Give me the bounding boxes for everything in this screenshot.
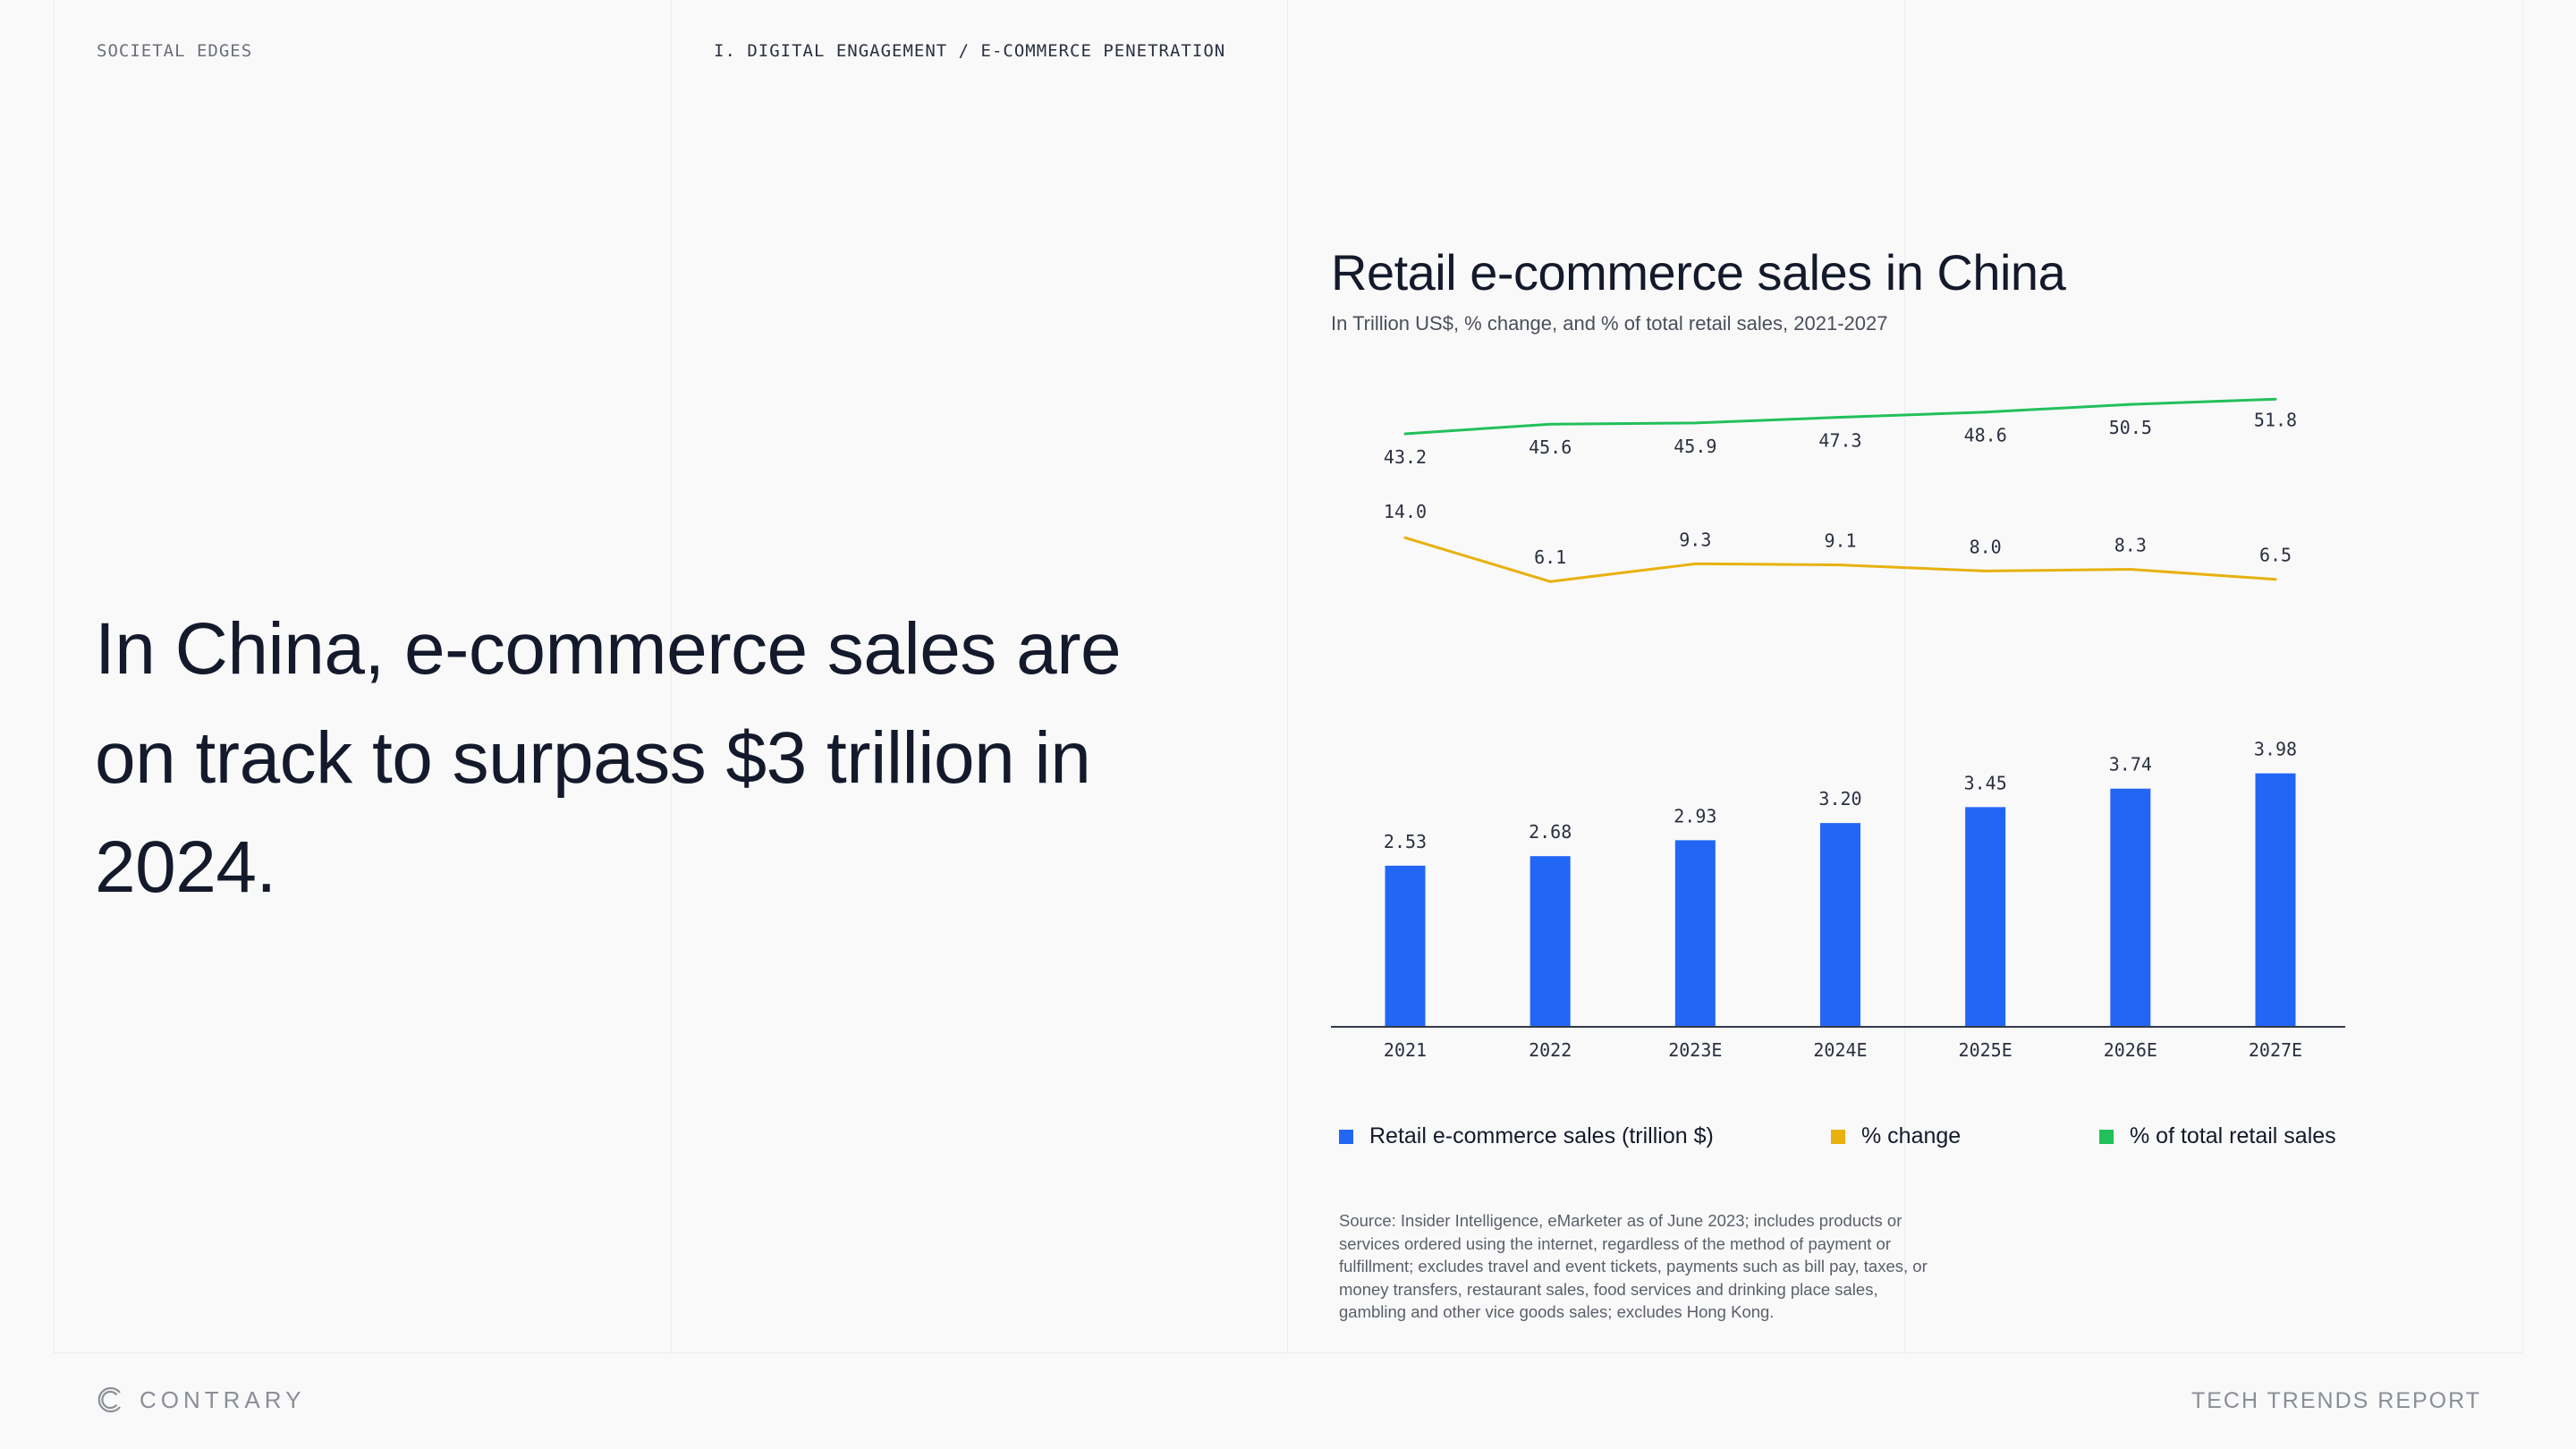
bar — [2255, 773, 2296, 1027]
change-point — [1693, 562, 1697, 565]
share-point — [1693, 421, 1697, 425]
legend-swatch-yellow — [1831, 1129, 1845, 1144]
x-tick-label: 2027E — [2249, 1039, 2302, 1061]
share-value-label: 51.8 — [2254, 409, 2297, 430]
share-value-label: 43.2 — [1384, 446, 1427, 468]
bar-value-label: 3.74 — [2109, 754, 2152, 775]
legend-label: Retail e-commerce sales (trillion $) — [1369, 1123, 1714, 1148]
share-point — [1984, 411, 1987, 414]
share-value-label: 45.6 — [1529, 436, 1572, 458]
bar-value-label: 3.20 — [1818, 788, 1861, 809]
x-tick-label: 2026E — [2104, 1039, 2157, 1061]
legend-swatch-blue — [1339, 1129, 1353, 1144]
change-point — [1548, 580, 1552, 583]
grid-divider — [1904, 0, 1905, 1352]
x-tick-label: 2022 — [1529, 1039, 1572, 1061]
share-value-label: 50.5 — [2109, 417, 2152, 438]
legend-item-change: % change — [1831, 1123, 1961, 1149]
bar — [1385, 865, 1426, 1027]
change-value-label: 14.0 — [1384, 501, 1427, 522]
share-value-label: 48.6 — [1964, 425, 2007, 446]
contrary-logo-icon — [97, 1386, 121, 1413]
headline: In China, e-commerce sales are on track … — [95, 608, 1122, 908]
share-value-label: 45.9 — [1674, 436, 1716, 457]
change-point — [2274, 578, 2277, 581]
share-value-label: 47.3 — [1818, 430, 1861, 452]
grid-divider — [2522, 0, 2523, 1352]
bar — [2110, 788, 2151, 1027]
bar-value-label: 2.53 — [1384, 831, 1427, 852]
change-point — [1984, 569, 1987, 572]
chart-title: Retail e-commerce sales in China — [1331, 244, 2066, 301]
footer-divider — [54, 1352, 2522, 1353]
bar — [1965, 807, 2006, 1027]
bar-value-label: 3.98 — [2254, 739, 2297, 760]
legend-label: % of total retail sales — [2130, 1123, 2336, 1148]
change-value-label: 6.1 — [1534, 547, 1566, 568]
bar — [1674, 840, 1716, 1027]
breadcrumb: I. DIGITAL ENGAGEMENT / E-COMMERCE PENET… — [714, 41, 1226, 61]
grid-divider — [54, 0, 55, 1352]
chart-subtitle: In Trillion US$, % change, and % of tota… — [1331, 312, 1888, 335]
x-tick-label: 2023E — [1668, 1039, 1722, 1061]
change-value-label: 9.1 — [1824, 530, 1856, 552]
change-point — [1403, 536, 1407, 539]
share-point — [2129, 402, 2132, 406]
bar-value-label: 2.93 — [1674, 805, 1716, 826]
legend-item-sales: Retail e-commerce sales (trillion $) — [1339, 1123, 1714, 1149]
change-value-label: 9.3 — [1679, 529, 1711, 550]
x-tick-label: 2025E — [1959, 1039, 2012, 1061]
legend-item-share: % of total retail sales — [2099, 1123, 2336, 1149]
change-value-label: 8.0 — [1970, 536, 2002, 557]
change-point — [1839, 564, 1842, 567]
bar — [1820, 823, 1860, 1027]
footer-logo[interactable]: CONTRARY — [95, 1385, 305, 1415]
section-label: SOCIETAL EDGES — [97, 41, 253, 61]
change-point — [2129, 568, 2132, 572]
bar-value-label: 2.68 — [1529, 821, 1572, 843]
share-point — [1403, 432, 1407, 436]
share-point — [2274, 397, 2277, 401]
change-value-label: 6.5 — [2259, 545, 2292, 566]
source-note: Source: Insider Intelligence, eMarketer … — [1339, 1211, 1928, 1321]
legend-label: % change — [1861, 1123, 1962, 1148]
legend-swatch-green — [2099, 1129, 2114, 1144]
grid-divider — [1287, 0, 1288, 1352]
x-tick-label: 2024E — [1813, 1039, 1867, 1061]
x-tick-label: 2021 — [1384, 1039, 1427, 1061]
share-point — [1548, 422, 1552, 426]
logo-wordmark: CONTRARY — [140, 1385, 306, 1413]
share-point — [1839, 416, 1842, 419]
bar-value-label: 3.45 — [1964, 772, 2007, 793]
bar — [1530, 856, 1571, 1027]
change-value-label: 8.3 — [2114, 535, 2147, 556]
report-name: TECH TRENDS REPORT — [2190, 1388, 2481, 1413]
grid-divider — [671, 0, 672, 1352]
